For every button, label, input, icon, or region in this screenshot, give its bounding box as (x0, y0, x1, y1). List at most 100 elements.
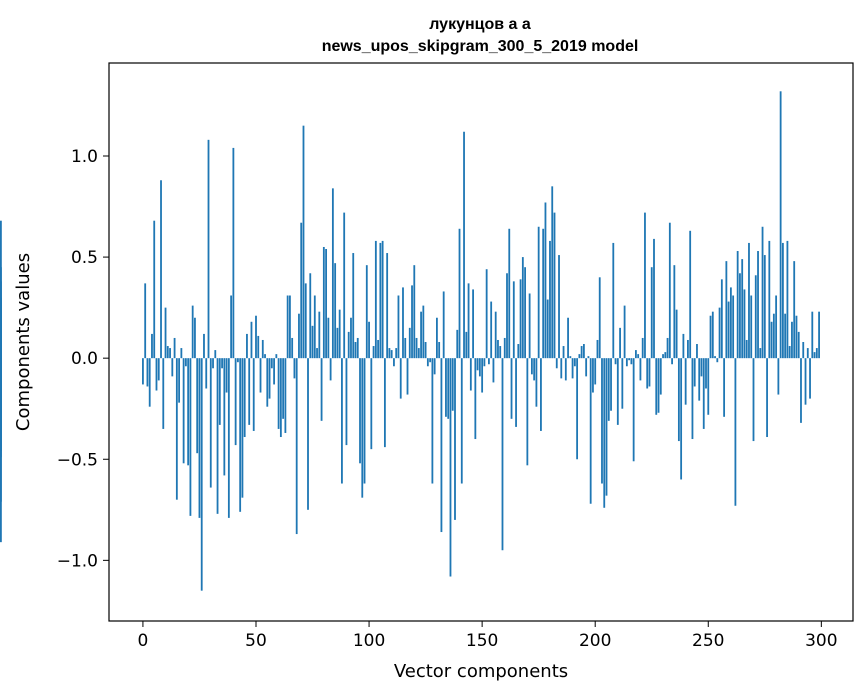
bar (655, 358, 658, 415)
bar (519, 279, 522, 359)
bar (745, 339, 748, 359)
bar (793, 261, 796, 359)
bar (623, 305, 626, 359)
bar (417, 348, 420, 359)
bar (184, 358, 187, 367)
bar (689, 230, 692, 359)
bar (578, 354, 581, 359)
bar (521, 257, 524, 359)
bar (795, 315, 798, 359)
x-axis-ticks: 0 50 100 150 200 250 300 (138, 621, 838, 651)
bar (497, 339, 499, 359)
bar (191, 305, 194, 359)
bar (668, 222, 671, 359)
bar (445, 358, 447, 417)
bar (225, 358, 228, 393)
bar (754, 275, 757, 359)
bar (354, 342, 357, 359)
bar (802, 342, 805, 359)
bar (164, 307, 167, 359)
bar (553, 212, 556, 359)
bar (436, 317, 438, 359)
bar (402, 287, 404, 359)
bar (775, 295, 778, 359)
bar (750, 295, 753, 359)
bar (424, 342, 427, 359)
bar (619, 327, 621, 359)
bar (295, 358, 298, 535)
bar (433, 358, 436, 375)
bar (356, 337, 359, 359)
bar (813, 352, 816, 359)
bar (343, 212, 346, 359)
bar (761, 226, 764, 359)
bar (442, 291, 445, 359)
chart-title-line1: лукунцов а а (429, 16, 531, 33)
bar (528, 293, 531, 359)
bar (230, 295, 233, 359)
bar (481, 358, 484, 393)
bar (420, 311, 422, 359)
y-tick-label: −1.0 (57, 551, 98, 571)
bar (153, 220, 156, 359)
bar (248, 358, 251, 425)
bar (607, 358, 610, 421)
bar (289, 295, 291, 359)
bar (650, 267, 653, 359)
bar (551, 186, 554, 359)
bar (639, 358, 642, 381)
bar (508, 228, 511, 359)
bar (766, 358, 768, 438)
bar (227, 358, 230, 518)
bar (381, 240, 384, 359)
bar (178, 358, 181, 403)
bar (169, 348, 171, 359)
bar (691, 358, 694, 440)
bar (549, 240, 551, 359)
bar (693, 358, 696, 387)
bar (811, 311, 814, 359)
bar (637, 354, 640, 359)
bar (585, 358, 588, 377)
bar (146, 358, 149, 387)
bar (277, 358, 280, 429)
plot-area-frame (108, 62, 854, 622)
bar (370, 358, 373, 450)
bar (196, 358, 199, 454)
bar (293, 358, 296, 379)
bar (675, 309, 678, 359)
bar (408, 327, 411, 359)
bar (664, 352, 667, 359)
bar (318, 311, 321, 359)
bar (732, 295, 735, 359)
bar (720, 279, 723, 359)
bar (151, 333, 153, 359)
x-tick-label: 300 (805, 631, 837, 651)
bar (189, 358, 192, 516)
bar (162, 358, 165, 429)
bar (729, 287, 732, 359)
bar (757, 251, 759, 359)
bar (300, 222, 303, 359)
bar (573, 358, 576, 367)
bar (440, 358, 443, 533)
bar (815, 348, 818, 359)
bar (546, 299, 549, 359)
x-tick-label: 250 (692, 631, 724, 651)
bar (671, 358, 673, 365)
bar (175, 358, 178, 500)
bar (246, 333, 248, 359)
bar (558, 255, 560, 359)
bar (257, 335, 260, 359)
bar (431, 358, 434, 484)
bar (698, 358, 701, 401)
bar (576, 358, 579, 460)
bar (173, 337, 176, 359)
bar (630, 358, 633, 365)
x-tick-label: 200 (579, 631, 611, 651)
bar (460, 358, 463, 484)
bar (341, 358, 343, 484)
bar (564, 358, 567, 381)
bar (352, 253, 355, 359)
bar (270, 358, 273, 369)
